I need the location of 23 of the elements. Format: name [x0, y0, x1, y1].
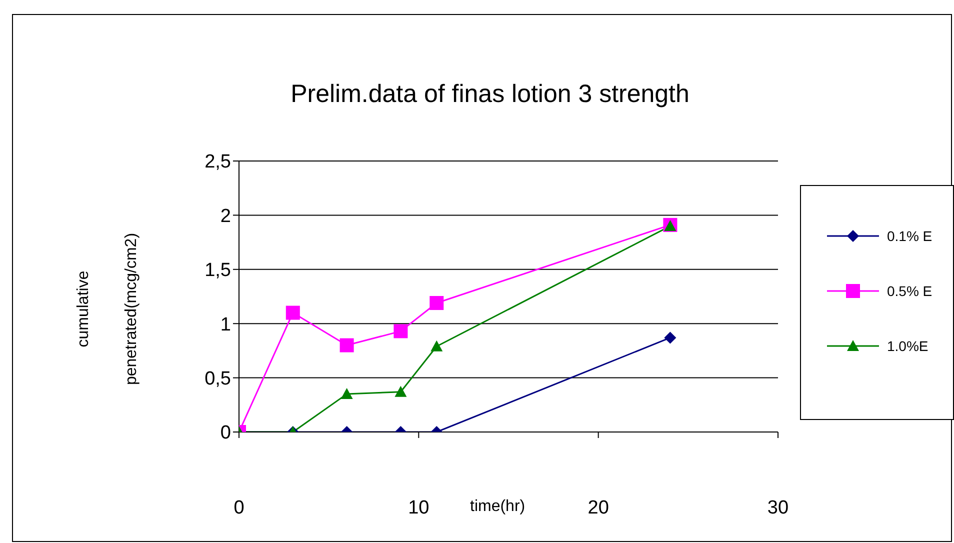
text: cumulative penetrated(mcg/cm2)	[75, 232, 140, 386]
y-tick-label: 2	[220, 206, 231, 227]
y-tick-label: 0,5	[204, 368, 231, 390]
point	[430, 296, 444, 310]
y-tick-label: 0	[220, 422, 231, 444]
point	[286, 306, 300, 320]
legend-label: 0.1% E	[887, 228, 932, 244]
point	[394, 386, 407, 397]
point	[664, 332, 676, 344]
x-tick-label: 0	[234, 497, 244, 518]
y-tick-label: 1,5	[204, 260, 231, 282]
x-tick-label: 30	[767, 497, 789, 518]
x-tick-label: 20	[588, 497, 609, 518]
point	[394, 324, 408, 338]
y-tick-label: 1	[220, 314, 231, 336]
legend-label: 0.5% E	[887, 283, 932, 299]
chart-title: Prelim.data of finas lotion 3 strength	[290, 80, 690, 109]
x-axis-title: time(hr)	[470, 498, 526, 516]
point	[340, 338, 354, 352]
point	[430, 340, 443, 352]
x-tick-label: 10	[408, 497, 430, 518]
legend-label: 1.0%E	[887, 338, 928, 354]
y-tick-label: 2,5	[204, 152, 231, 173]
